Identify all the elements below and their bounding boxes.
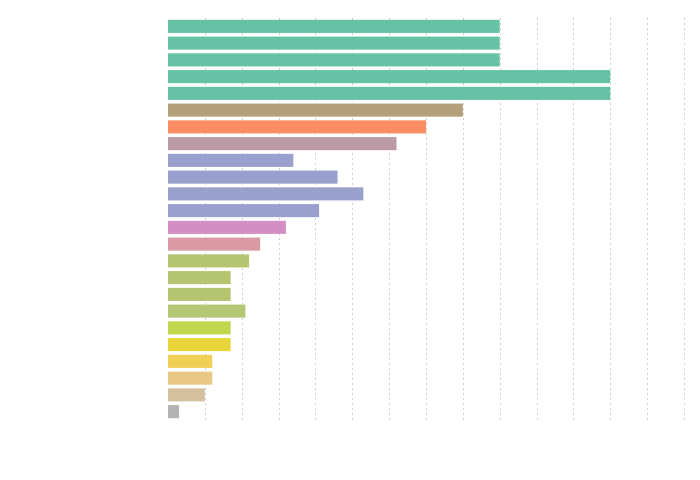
bar (168, 103, 463, 117)
bar (168, 405, 180, 419)
bar (168, 170, 338, 184)
bar (168, 204, 320, 218)
bar (168, 36, 500, 50)
bar (168, 70, 611, 84)
bar (168, 254, 250, 268)
bar (168, 19, 500, 33)
bar (168, 287, 231, 301)
bar (168, 338, 231, 352)
bar (168, 321, 231, 335)
bar (168, 187, 364, 201)
bars (168, 19, 611, 419)
bar (168, 371, 213, 385)
bar (168, 120, 426, 134)
bar (168, 220, 286, 234)
gridlines (205, 18, 685, 420)
bar (168, 388, 205, 402)
bar (168, 153, 294, 167)
bar (168, 271, 231, 285)
bar (168, 53, 500, 67)
bar (168, 86, 611, 100)
bar (168, 237, 261, 251)
bar (168, 137, 397, 151)
bar (168, 354, 213, 368)
bar (168, 304, 246, 318)
